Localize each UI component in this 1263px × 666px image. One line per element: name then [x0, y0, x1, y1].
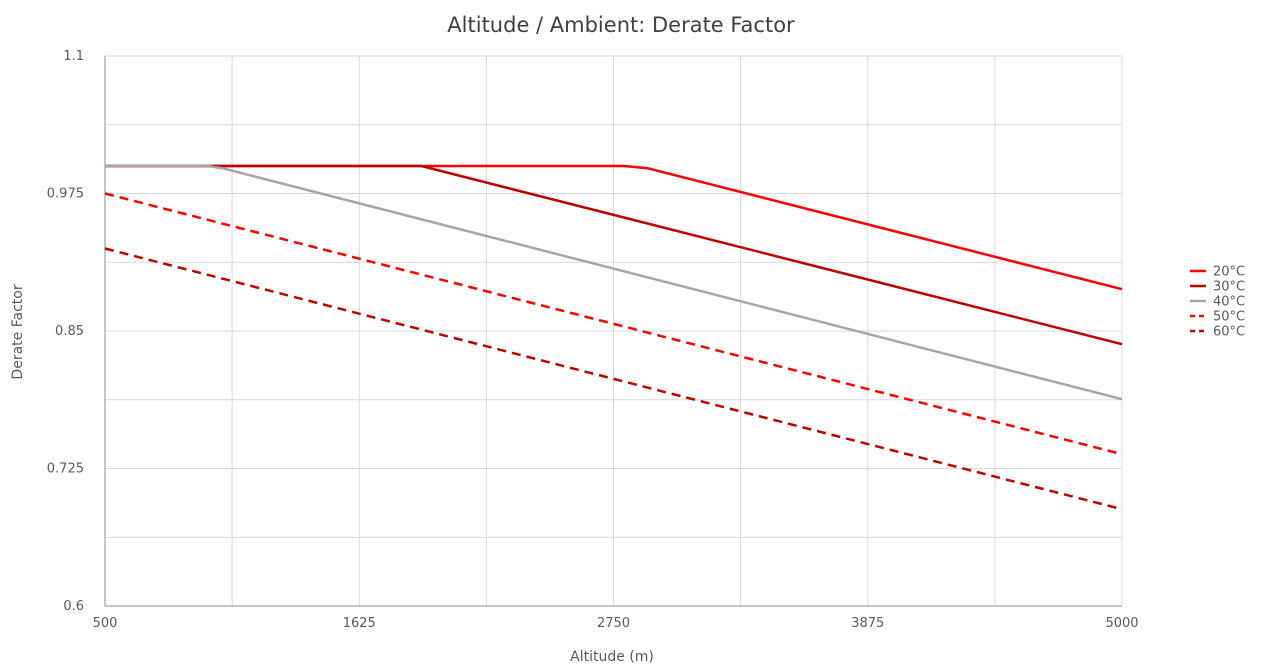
x-tick-label: 3875: [851, 616, 884, 631]
x-axis-label: Altitude (m): [570, 649, 654, 665]
y-tick-label: 0.6: [63, 599, 84, 614]
y-axis-label: Derate Factor: [10, 284, 26, 379]
legend-label: 30°C: [1213, 280, 1245, 295]
x-tick-label: 1625: [343, 616, 376, 631]
series-lines: [104, 164, 1123, 511]
x-tick-label: 2750: [597, 616, 630, 631]
x-tick-label: 500: [93, 616, 118, 631]
y-tick-label: 0.725: [47, 462, 84, 477]
y-tick-label: 1.1: [63, 49, 84, 64]
legend: 20°C30°C40°C50°C60°C: [1190, 265, 1245, 340]
x-tick-label: 5000: [1105, 616, 1138, 631]
legend-label: 40°C: [1213, 295, 1245, 310]
legend-label: 60°C: [1213, 325, 1245, 340]
series-line-50c: [104, 192, 1123, 456]
series-line-60c: [104, 247, 1123, 511]
tick-labels: 500 1625 2750 3875 5000 0.6 0.725 0.85 0.975 1.1: [47, 49, 1139, 631]
y-tick-label: 0.975: [47, 187, 84, 202]
axes: [104, 56, 1122, 607]
legend-label: 20°C: [1213, 265, 1245, 280]
series-line-40c: [105, 164, 1123, 401]
y-tick-label: 0.85: [55, 324, 84, 339]
legend-label: 50°C: [1213, 310, 1245, 325]
chart-title: Altitude / Ambient: Derate Factor: [447, 13, 795, 37]
gridlines: [105, 55, 1123, 606]
